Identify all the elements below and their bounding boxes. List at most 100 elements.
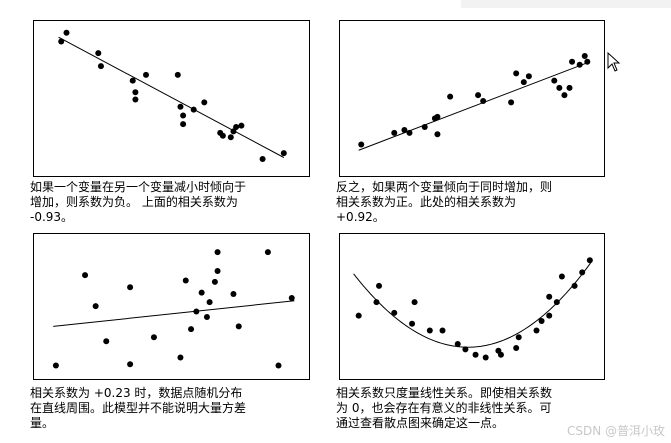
data-point (211, 278, 218, 285)
data-point (391, 309, 398, 316)
data-point (558, 273, 565, 280)
caption: 如果一个变量在另一个变量减小时倾向于 增加，则系数为负。 上面的相关系数为 -0… (30, 180, 247, 224)
data-point (280, 150, 287, 157)
data-point (92, 303, 99, 310)
data-point (132, 96, 139, 103)
data-point (520, 79, 527, 86)
data-point (82, 272, 89, 279)
data-point (355, 312, 362, 319)
data-point (571, 282, 578, 289)
data-point (538, 318, 545, 324)
data-point (426, 327, 433, 334)
plot-frame (33, 233, 310, 380)
data-point (259, 155, 266, 162)
caption: 反之，如果两个变量倾向于同时增加，则 相关系数为正。此处的相关系数为 +0.92… (336, 180, 553, 224)
data-point (401, 126, 408, 133)
data-point (553, 299, 560, 306)
data-point (143, 71, 149, 78)
data-point (566, 84, 573, 91)
data-point (391, 129, 398, 136)
data-point (230, 291, 237, 297)
data-point (421, 124, 428, 131)
data-point (264, 249, 271, 256)
data-point (409, 320, 416, 327)
data-point (546, 293, 553, 300)
data-point (206, 299, 213, 306)
data-point (201, 99, 208, 106)
data-point (513, 70, 520, 77)
data-point (462, 346, 469, 353)
data-point (358, 141, 365, 148)
trend-line (358, 61, 591, 151)
caption: 相关系数为 +0.23 时，数据点随机分布 在直线周围。此模型并不能说明大量方差… (30, 386, 247, 430)
data-point (127, 361, 134, 368)
data-point (150, 334, 157, 341)
data-point (569, 58, 576, 65)
data-point (513, 345, 520, 351)
data-point (214, 268, 221, 275)
data-point (95, 50, 102, 57)
data-point (190, 106, 197, 113)
data-point (63, 29, 70, 36)
plot-frame (339, 233, 605, 380)
data-point (188, 326, 195, 333)
data-point (497, 351, 504, 358)
data-point (434, 113, 441, 120)
scatter-plot (353, 257, 593, 361)
data-point (288, 295, 295, 302)
data-point (579, 269, 586, 276)
data-point (235, 323, 242, 330)
data-point (177, 103, 184, 110)
data-point (198, 289, 205, 296)
watermark: CSDN @普洱小玫 (566, 424, 665, 438)
data-point (556, 84, 563, 91)
data-point (180, 121, 187, 128)
scatter-plot (358, 53, 591, 151)
data-point (434, 131, 441, 138)
data-point (586, 257, 593, 264)
data-point (132, 89, 139, 96)
data-point (454, 340, 461, 347)
caption: 相关系数只度量线性关系。即使相关系数 为 0，也会存在有意义的非线性关系。可 通… (336, 386, 553, 430)
data-point (97, 63, 104, 70)
data-point (182, 277, 189, 284)
top-strip (461, 0, 671, 8)
data-point (193, 308, 200, 315)
data-point (103, 338, 110, 345)
data-point (439, 327, 446, 334)
data-point (515, 334, 522, 341)
data-point (475, 92, 482, 99)
data-point (576, 61, 583, 68)
data-point (581, 53, 588, 59)
data-point (52, 362, 59, 369)
data-point (373, 299, 380, 306)
plot-frame (339, 20, 605, 177)
data-point (180, 112, 187, 119)
data-point (561, 92, 568, 99)
data-point (275, 362, 282, 369)
data-point (376, 282, 383, 289)
data-point (406, 129, 413, 136)
plot-frame (33, 20, 310, 177)
data-point (219, 132, 226, 139)
data-point (177, 354, 184, 361)
data-point (482, 354, 489, 361)
data-point (472, 351, 479, 358)
scatter-plot (58, 29, 287, 162)
mouse-cursor-icon (607, 52, 621, 72)
data-point (525, 73, 532, 80)
data-point (551, 77, 558, 84)
data-point (129, 77, 136, 84)
data-point (480, 97, 487, 104)
data-point (58, 38, 65, 45)
data-point (508, 99, 515, 106)
data-point (174, 71, 181, 78)
data-point (238, 122, 245, 129)
data-point (227, 134, 234, 141)
scatter-plot (52, 249, 295, 369)
trend-line (58, 36, 285, 158)
data-point (214, 249, 221, 256)
data-point (233, 124, 240, 131)
trend-line (353, 260, 593, 348)
data-point (203, 313, 210, 320)
